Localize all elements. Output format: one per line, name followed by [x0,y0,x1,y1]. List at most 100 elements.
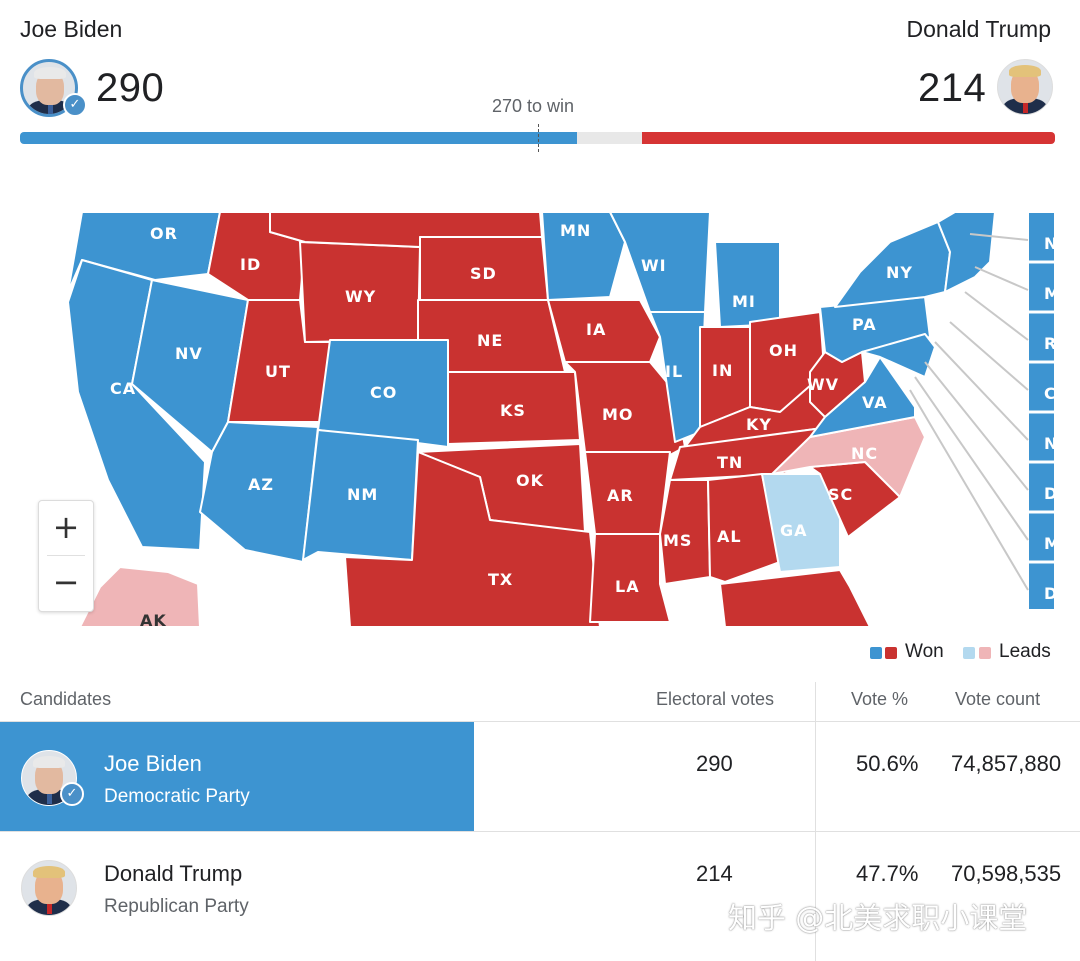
label-PA: PA [852,315,877,334]
side-label-3: R [1044,334,1055,353]
label-MN: MN [560,221,591,240]
label-MI: MI [732,292,756,311]
win-threshold-marker [538,124,539,152]
row-trump-count: 70,598,535 [951,861,1062,886]
label-MO: MO [602,405,634,424]
label-KS: KS [500,401,526,420]
state-NM [302,429,419,561]
undecided-votes-bar [577,132,642,144]
state-IL [649,311,706,443]
legend-won-dem-swatch [870,647,882,659]
header-candidates: Candidates [20,689,112,709]
label-WV: WV [807,375,839,394]
label-TX: TX [488,570,513,589]
label-KY: KY [746,415,772,434]
trump-avatar [997,59,1053,115]
state-CO [317,339,449,448]
label-AR: AR [607,486,634,505]
label-IL: IL [665,362,683,381]
dem-votes-bar [20,132,577,144]
header-vote-count: Vote count [955,689,1041,709]
legend-leads-dem-swatch [963,647,975,659]
label-TN: TN [717,453,743,472]
right-electoral-total: 214 [918,66,987,110]
label-LA: LA [615,577,640,596]
biden-row-avatar [21,750,77,806]
label-NY: NY [886,263,913,282]
label-OK: OK [516,471,544,490]
winner-row-check-icon: ✓ [60,782,84,806]
label-OR: OR [150,224,178,243]
state-KS [447,371,581,445]
label-SC: SC [828,485,853,504]
state-LA [589,533,671,623]
label-AL: AL [717,527,742,546]
legend-won-rep-swatch [885,647,897,659]
label-IN: IN [712,361,733,380]
state-MI [714,241,781,328]
side-label-6: D [1044,484,1055,503]
state-MN [541,212,626,301]
label-WY: WY [345,287,376,306]
state-GA [761,473,841,573]
win-threshold-label: 270 to win [492,96,575,116]
label-WI: WI [641,256,667,275]
label-VA: VA [862,393,888,412]
side-label-7: M [1044,534,1055,553]
side-label-1: N [1044,234,1055,253]
state-FL [719,569,871,627]
state-AK [79,566,201,627]
winner-check-icon: ✓ [63,93,87,117]
row-trump-pct: 47.7% [856,861,919,886]
label-CO: CO [370,383,397,402]
header-vote-percent: Vote % [851,689,909,709]
side-label-2: M [1044,284,1055,303]
row-biden-pct: 50.6% [856,751,919,776]
side-label-5: N [1044,434,1055,453]
watermark: 知乎 @北美求职小课堂 [728,901,1028,935]
state-AL [707,473,781,583]
biden-avatar [20,59,78,117]
row-biden-party: Democratic Party [104,786,250,807]
table-header-rule [0,721,1080,722]
left-candidate-name: Joe Biden [20,16,123,42]
label-UT: UT [265,362,291,381]
table-row-rule [0,831,1080,832]
state-TX [344,451,601,627]
zoom-out-button[interactable]: − [52,563,80,601]
label-AK: AK [140,611,167,627]
rep-votes-bar [642,132,1055,144]
label-NE: NE [477,331,503,350]
legend-leads-rep-swatch [979,647,991,659]
us-electoral-map[interactable]: OR CA NV ID UT AZ WY CO NM SD NE KS OK T… [20,212,1055,627]
label-SD: SD [470,264,497,283]
legend-won-label: Won [905,641,944,662]
row-trump-electoral: 214 [696,861,733,886]
legend-leads-label: Leads [999,641,1051,662]
state-NJ-MD-DE [861,333,936,378]
label-ID: ID [240,255,261,274]
row-biden-count: 74,857,880 [951,751,1062,776]
label-MS: MS [663,531,692,550]
row-trump-party: Republican Party [104,896,249,917]
table-column-rule [815,682,816,961]
row-biden-electoral: 290 [696,751,733,776]
zoom-in-button[interactable]: + [52,508,80,546]
row-trump-name: Donald Trump [104,861,243,886]
state-VA [809,356,916,438]
label-AZ: AZ [248,475,274,494]
header-electoral-votes: Electoral votes [656,689,775,709]
zoom-controls: + − [38,500,94,612]
label-NC: NC [851,444,878,463]
label-IA: IA [586,320,606,339]
state-MO [564,361,686,456]
right-candidate-name: Donald Trump [906,16,1051,42]
label-GA: GA [780,521,808,540]
label-CA: CA [110,379,136,398]
state-IA [547,299,661,363]
row-biden-name: Joe Biden [104,751,202,776]
table-row-biden-highlight [0,722,474,831]
trump-row-avatar [21,860,77,916]
label-NM: NM [347,485,378,504]
label-OH: OH [769,341,798,360]
